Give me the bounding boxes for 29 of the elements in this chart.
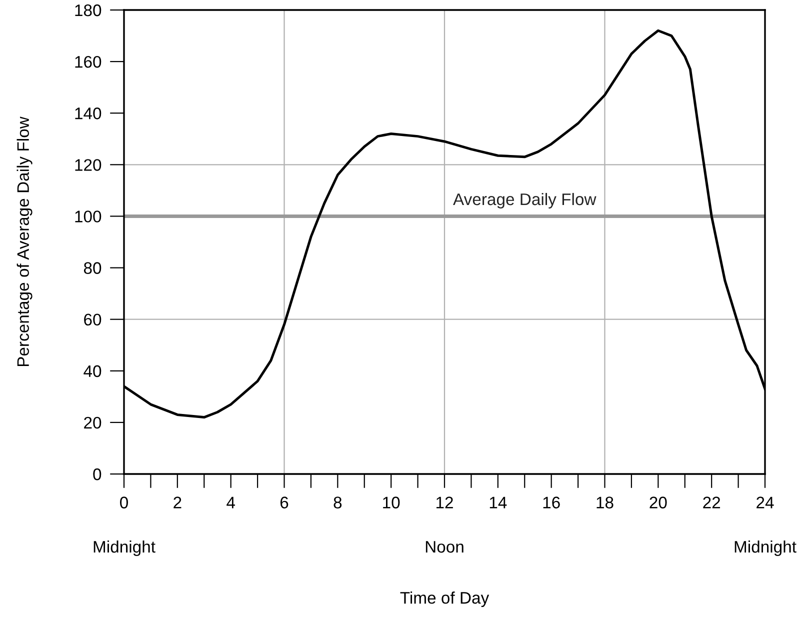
x-tick-label: 4	[226, 496, 235, 508]
x-tick-label: 14	[490, 496, 507, 508]
y-tick-label: 140	[75, 108, 102, 120]
text: Time of Day	[400, 592, 490, 608]
y-tick-label: 160	[75, 56, 102, 68]
y-tick-label: 40	[84, 365, 102, 378]
x-tick-label: 6	[280, 496, 288, 508]
x-tick-label: 0	[120, 496, 128, 508]
y-tick-label: 0	[93, 468, 102, 480]
text: Midnight	[94, 540, 156, 556]
y-axis-title: Percentage of Average Daily Flow	[16, 116, 32, 366]
y-tick-label: 100	[75, 210, 102, 222]
x-tick-label: 2	[174, 496, 182, 508]
x-tick-label: 20	[650, 496, 667, 508]
y-tick-label: 60	[84, 314, 102, 326]
text: Midnight	[734, 540, 796, 556]
x-tick-label: 8	[334, 496, 342, 508]
x-tick-label: 22	[703, 496, 720, 508]
ref-line-label: Average Daily Flow	[453, 192, 596, 208]
x-tick-label: 24	[756, 496, 774, 508]
x-tick-label: 12	[436, 496, 453, 508]
x-tick-label: 18	[596, 496, 614, 508]
y-tick-label: 20	[84, 416, 102, 429]
text: Noon	[426, 541, 464, 553]
x-tick-label: 16	[543, 496, 560, 508]
y-tick-label: 180	[75, 4, 102, 16]
y-tick-label: 120	[75, 159, 102, 171]
x-tick-label: 10	[383, 496, 400, 508]
y-tick-label: 80	[84, 262, 102, 274]
